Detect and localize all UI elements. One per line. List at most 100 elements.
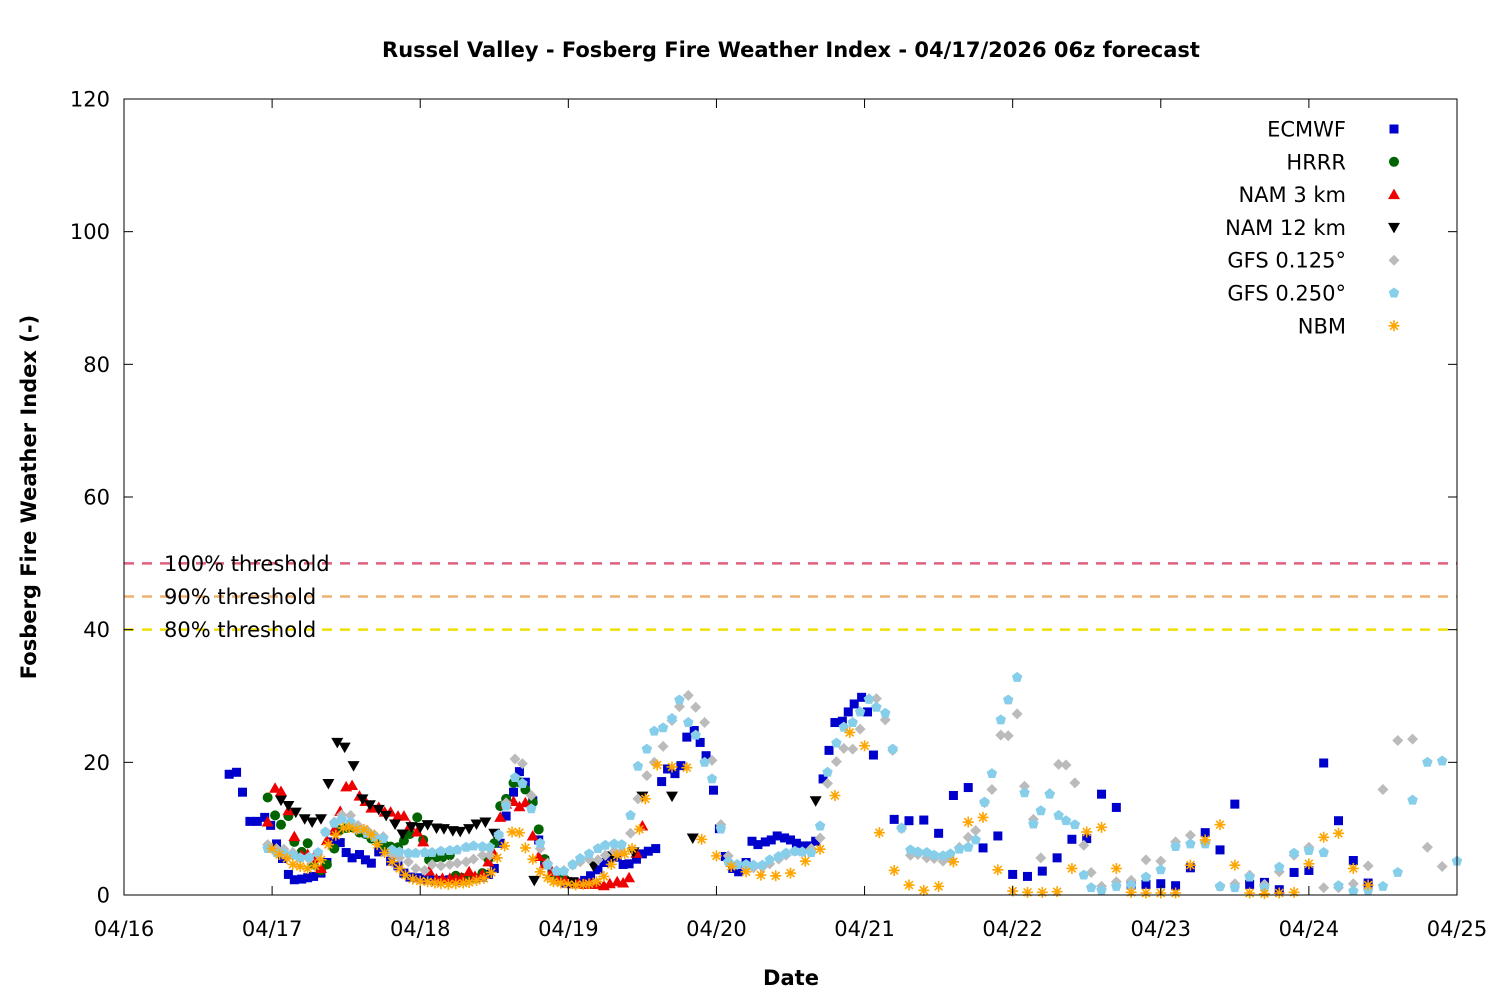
- point-s2-1: [269, 782, 282, 793]
- x-tick-label-2: 04/18: [390, 917, 451, 941]
- point-s5-4: [295, 852, 306, 863]
- point-s6-21: [414, 875, 426, 887]
- point-s0-63: [631, 854, 641, 864]
- point-s4-67: [814, 832, 826, 844]
- point-s0-42: [495, 838, 505, 848]
- point-s5-95: [1044, 788, 1055, 799]
- point-s3-22: [454, 826, 467, 838]
- point-s5-98: [1069, 819, 1081, 830]
- point-s0-110: [1022, 871, 1032, 881]
- point-s5-46: [641, 743, 653, 754]
- point-s5-84: [954, 843, 965, 854]
- threshold-label-0: 100% threshold: [164, 552, 330, 576]
- legend-marker-1: [1389, 156, 1399, 167]
- x-tick-label-6: 04/22: [982, 917, 1043, 941]
- point-s0-124: [1230, 799, 1240, 809]
- point-s0-118: [1141, 879, 1151, 889]
- point-s6-24: [435, 878, 447, 890]
- point-s6-87: [1140, 887, 1152, 899]
- point-s6-8: [322, 839, 334, 851]
- point-s5-110: [1229, 882, 1241, 893]
- point-s5-76: [887, 743, 898, 754]
- point-s6-84: [1096, 821, 1108, 833]
- point-s0-113: [1067, 834, 1077, 844]
- point-s6-67: [844, 726, 856, 738]
- point-s0-130: [1319, 758, 1329, 768]
- point-s5-71: [847, 717, 858, 727]
- point-s4-44: [625, 827, 637, 839]
- threshold-label-2: 80% threshold: [164, 618, 316, 642]
- point-s4-104: [1140, 854, 1152, 866]
- point-s5-23: [452, 844, 463, 855]
- x-tick-label-4: 04/20: [686, 917, 747, 941]
- point-s5-16: [394, 846, 405, 857]
- point-s6-14: [365, 829, 377, 841]
- point-s0-109: [1008, 869, 1018, 879]
- point-s6-39: [542, 872, 554, 884]
- point-s1-23: [412, 812, 423, 823]
- point-s4-30: [509, 753, 521, 765]
- point-s2-21: [397, 810, 410, 821]
- point-s5-36: [558, 865, 570, 876]
- point-s5-122: [1407, 794, 1418, 805]
- point-s0-114: [1082, 834, 1092, 844]
- point-s0-12: [303, 873, 313, 883]
- point-s4-85: [962, 831, 974, 843]
- y-tick-label-1: 20: [83, 751, 110, 775]
- point-s3-20: [437, 824, 450, 835]
- point-s5-5: [303, 851, 315, 862]
- point-s5-92: [1019, 787, 1030, 798]
- point-s6-79: [1021, 886, 1033, 898]
- x-axis-label: Date: [763, 966, 819, 990]
- point-s6-61: [755, 869, 767, 881]
- point-s5-31: [517, 778, 528, 789]
- point-s4-116: [1318, 882, 1330, 894]
- point-s0-115: [1097, 789, 1107, 799]
- point-s6-74: [947, 856, 959, 868]
- point-s6-45: [583, 878, 595, 890]
- point-s0-20: [354, 850, 364, 860]
- point-s6-55: [666, 761, 678, 773]
- point-s6-11: [343, 821, 355, 833]
- point-s0-18: [341, 848, 351, 858]
- point-s4-96: [1053, 758, 1065, 770]
- point-s5-34: [542, 859, 553, 870]
- point-s4-122: [1407, 733, 1419, 745]
- point-s6-75: [962, 816, 974, 828]
- y-tick-label-0: 0: [97, 884, 110, 908]
- point-s4-17: [402, 856, 414, 868]
- point-s4-54: [706, 754, 718, 766]
- point-s5-38: [574, 853, 586, 863]
- point-s4-118: [1347, 878, 1359, 890]
- point-s2-0: [261, 816, 274, 827]
- point-s6-26: [450, 878, 462, 890]
- point-s5-96: [1053, 809, 1064, 820]
- point-s5-88: [986, 768, 998, 779]
- point-s3-3: [298, 814, 311, 825]
- point-s5-28: [493, 829, 504, 840]
- point-s5-22: [444, 845, 456, 856]
- point-s1-42: [533, 824, 544, 835]
- point-s6-93: [1229, 859, 1241, 871]
- point-s5-27: [484, 841, 496, 852]
- point-s0-119: [1156, 879, 1166, 889]
- point-s4-70: [838, 742, 850, 754]
- point-s0-66: [651, 844, 661, 854]
- point-s0-86: [780, 833, 790, 843]
- point-s5-66: [806, 847, 817, 857]
- point-s2-30: [455, 871, 468, 883]
- legend-label-6: NBM: [1298, 314, 1346, 338]
- point-s0-65: [643, 846, 653, 856]
- legend-marker-5: [1388, 287, 1400, 298]
- point-s2-8: [314, 862, 327, 873]
- point-s5-43: [616, 839, 627, 850]
- point-s1-1: [270, 810, 281, 821]
- point-s5-102: [1111, 880, 1122, 891]
- point-s5-47: [649, 725, 660, 736]
- point-s3-34: [686, 833, 699, 844]
- point-s5-45: [632, 760, 644, 771]
- point-s6-41: [555, 877, 567, 889]
- point-s6-70: [888, 864, 900, 876]
- x-tick-label-7: 04/23: [1131, 917, 1192, 941]
- point-s0-58: [599, 857, 609, 867]
